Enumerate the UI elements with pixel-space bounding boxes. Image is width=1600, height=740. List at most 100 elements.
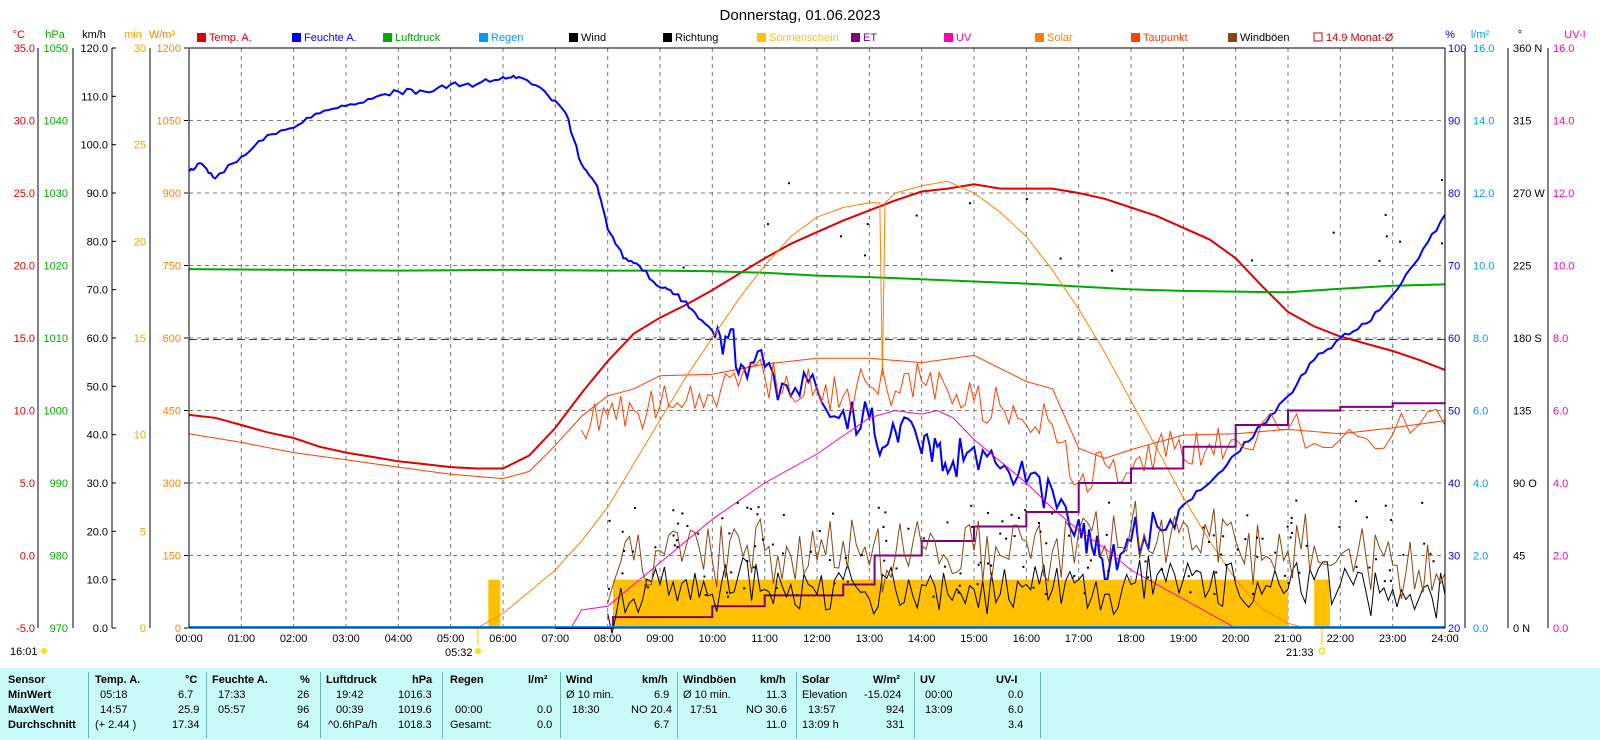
tick-rain: 2.0 xyxy=(1473,551,1488,563)
sunset-label: 21:33 xyxy=(1286,647,1314,659)
tick-solar: 150 xyxy=(163,551,181,563)
series-line-taupunkt xyxy=(188,354,1446,480)
direction-point xyxy=(958,584,961,587)
direction-point xyxy=(1332,231,1335,234)
tick-temp: 0.0 xyxy=(20,551,35,563)
direction-point xyxy=(1284,574,1287,577)
tick-pressure: 1000 xyxy=(44,406,68,418)
direction-point xyxy=(756,513,759,516)
direction-point xyxy=(761,538,764,541)
legend-label-5: Richtung xyxy=(675,32,718,44)
stats-solar-max-time: 13:57 xyxy=(808,704,836,716)
time-label: 00:00 xyxy=(175,633,203,645)
direction-point xyxy=(1013,535,1016,538)
stats-row-max: MaxWert xyxy=(8,704,54,716)
time-label: 05:00 xyxy=(437,633,465,645)
direction-point xyxy=(1365,516,1368,519)
direction-point xyxy=(1399,240,1402,243)
stats-wind-max-time: 18:30 xyxy=(572,704,600,716)
direction-point xyxy=(775,587,778,590)
tick-uvi: 10.0 xyxy=(1553,261,1574,273)
direction-point xyxy=(1161,568,1164,571)
tick-direction: 315 xyxy=(1513,116,1531,128)
time-label: 09:00 xyxy=(646,633,674,645)
direction-point xyxy=(839,235,842,238)
tick-uvi: 14.0 xyxy=(1553,116,1574,128)
direction-point xyxy=(957,591,960,594)
stats-uv-max: 6.0 xyxy=(1008,704,1024,716)
direction-point xyxy=(1144,560,1147,563)
stats-uv-avg: 3.4 xyxy=(1008,719,1024,731)
tick-solar: 0 xyxy=(175,623,181,635)
direction-point xyxy=(1402,553,1405,556)
stats-solar-header: Solar xyxy=(802,674,830,686)
direction-point xyxy=(781,552,784,555)
direction-point xyxy=(977,563,980,566)
sunshine-bar xyxy=(488,579,501,628)
time-label: 15:00 xyxy=(960,633,988,645)
direction-point xyxy=(1274,551,1277,554)
direction-point xyxy=(987,562,990,565)
legend-label-10: Taupunkt xyxy=(1143,32,1188,44)
legend-swatch-4 xyxy=(569,33,578,42)
weather-chart: Donnerstag, 01.06.2023 Temp. A. Feuchte A… xyxy=(10,7,1586,659)
stats-gusts-min-note: Ø 10 min. xyxy=(683,689,731,701)
direction-point xyxy=(672,534,675,537)
direction-point xyxy=(796,594,799,597)
direction-point xyxy=(676,545,679,548)
direction-point xyxy=(1432,560,1435,563)
stats-solar-unit: W/m² xyxy=(873,674,900,686)
daylength-label: 16:01 xyxy=(10,646,38,658)
direction-point xyxy=(771,543,774,546)
direction-point xyxy=(976,583,979,586)
stats-pressure-unit: hPa xyxy=(412,674,433,686)
direction-point xyxy=(922,537,925,540)
direction-point xyxy=(1110,269,1113,272)
stats-humidity-header: Feuchte A. xyxy=(212,674,268,686)
series-line-uv xyxy=(570,409,1236,629)
time-label: 22:00 xyxy=(1327,633,1355,645)
direction-point xyxy=(673,544,676,547)
legend-swatch-12 xyxy=(1313,32,1323,42)
stats-pressure-avg: 1018.3 xyxy=(398,719,432,731)
direction-point xyxy=(644,584,647,587)
series-line-windb-en xyxy=(607,500,1446,604)
tick-wind: 10.0 xyxy=(87,575,108,587)
tick-wind: 60.0 xyxy=(87,333,108,345)
direction-point xyxy=(1378,259,1381,262)
tick-rain: 12.0 xyxy=(1473,188,1494,200)
legend-swatch-0 xyxy=(197,33,206,42)
tick-direction: 45 xyxy=(1513,551,1525,563)
axis-unit-direction: ° xyxy=(1518,29,1522,41)
direction-point xyxy=(895,567,898,570)
direction-point xyxy=(1005,537,1008,540)
direction-point xyxy=(1220,553,1223,556)
direction-point xyxy=(1025,198,1028,201)
time-label: 14:00 xyxy=(908,633,936,645)
tick-wind: 110.0 xyxy=(81,91,108,103)
tick-pressure: 990 xyxy=(50,478,68,490)
direction-point xyxy=(1037,522,1040,525)
direction-point xyxy=(621,530,624,533)
axis-unit-sunmin: min xyxy=(124,29,142,41)
direction-point xyxy=(608,519,611,522)
stats-temp-unit: °C xyxy=(185,674,198,686)
direction-point xyxy=(907,527,910,530)
time-label: 03:00 xyxy=(332,633,360,645)
direction-point xyxy=(743,587,746,590)
legend-swatch-10 xyxy=(1131,33,1140,42)
direction-point xyxy=(1261,537,1264,540)
direction-point xyxy=(1384,213,1387,216)
legend-swatch-9 xyxy=(1035,33,1044,42)
series-line-solar-schwankung xyxy=(581,358,1446,493)
tick-sunmin: 20 xyxy=(134,236,146,248)
tick-uvi: 12.0 xyxy=(1553,188,1574,200)
tick-rain: 16.0 xyxy=(1473,43,1494,55)
direction-point xyxy=(682,266,685,269)
direction-point xyxy=(681,512,684,515)
legend-swatch-8 xyxy=(944,33,953,42)
stats-gusts-unit: km/h xyxy=(760,674,786,686)
direction-point xyxy=(746,560,749,563)
right-axes: 100 90 80 70 60 50 40 30 20 16.0 14.0 12.0 10.0 8.0 6.… xyxy=(1448,43,1574,635)
direction-point xyxy=(1389,579,1392,582)
